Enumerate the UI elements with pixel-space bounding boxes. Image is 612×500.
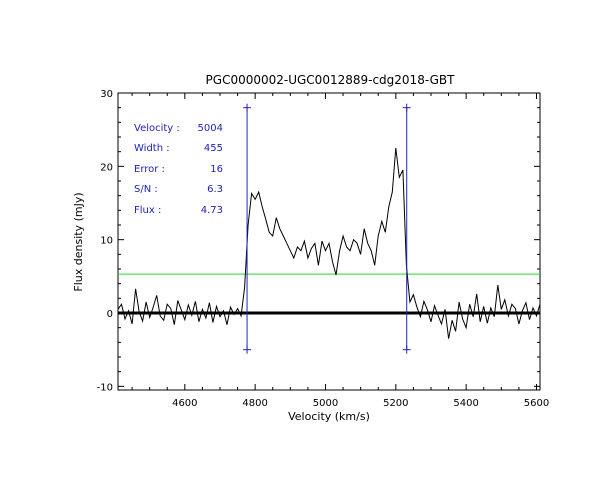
x-tick-label: 5200 [383,398,408,409]
x-axis-ticks: 4600 4800 5000 5200 5400 5600 [131,93,549,409]
annotation-velocity-label: Velocity : [134,123,180,134]
y-tick-label: 0 [107,309,113,320]
x-tick-label: 5000 [313,398,338,409]
measurement-annotations: Velocity : 5004 Width : 455 Error : 16 S… [134,123,223,216]
annotation-error-label: Error : [134,164,165,175]
x-tick-label: 4600 [172,398,197,409]
y-tick-label: 10 [100,236,113,247]
y-tick-label: 20 [100,162,113,173]
annotation-sn-label: S/N : [134,184,158,195]
spectrum-series-line [117,147,541,339]
annotation-width-label: Width : [134,143,170,154]
plot-area: 4600 4800 5000 5200 5400 5600 -10 0 10 20 30 [97,89,550,409]
velocity-width-markers [243,103,411,354]
annotation-flux-value: 4.73 [201,205,223,216]
x-tick-label: 5400 [453,398,478,409]
y-axis-label: Flux density (mJy) [72,192,85,291]
y-axis-ticks: -10 0 10 20 30 [97,89,540,393]
annotation-flux-label: Flux : [134,205,161,216]
annotation-sn-value: 6.3 [207,184,223,195]
annotation-error-value: 16 [210,164,223,175]
x-axis-label: Velocity (km/s) [288,410,370,423]
x-tick-label: 4800 [242,398,267,409]
x-tick-label: 5600 [524,398,549,409]
y-tick-label: -10 [97,382,113,393]
annotation-width-value: 455 [204,143,223,154]
plot-frame [117,92,541,391]
chart-title: PGC0000002-UGC0012889-cdg2018-GBT [206,73,456,87]
y-tick-label: 30 [100,89,113,100]
annotation-velocity-value: 5004 [198,123,223,134]
